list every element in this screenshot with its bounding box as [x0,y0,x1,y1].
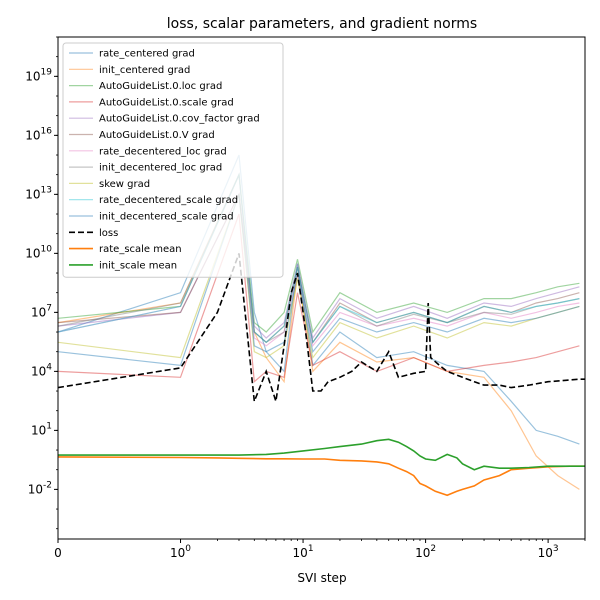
y-axis: 10-2 101 104 107 1010 1013 1016 1019 [25,36,58,530]
y-tick-label: 104 [31,362,52,378]
series-line-5 [58,192,580,344]
series-line-11 [58,253,585,402]
x-tick-label: 102 [415,544,436,560]
series-line-9 [58,172,580,344]
legend-entry: rate_centered grad [99,49,195,60]
series-line-7 [58,172,580,344]
y-tick-label: 107 [31,303,52,319]
y-tick-label: 1013 [25,185,52,201]
legend-entry: rate_scale mean [99,244,182,255]
series-line-12 [58,456,585,497]
legend-box [62,42,284,278]
x-tick-label: 0 [54,546,62,560]
y-tick-label: 1016 [25,126,52,142]
x-axis: 0 100 101 102 103 [54,539,586,560]
y-tick-label: 1019 [25,67,52,83]
legend-entry: init_scale mean [99,260,177,271]
y-tick-label: 1010 [25,244,52,260]
legend-entry: rate_decentered_loc grad [99,146,227,157]
legend-entry: init_decentered_scale grad [99,212,234,223]
x-axis-label: SVI step [297,571,346,585]
legend-entry: rate_decentered_scale grad [99,195,238,206]
x-tick-label: 103 [538,544,559,560]
legend: rate_centered grad init_centered grad Auto… [62,42,284,278]
x-tick-label: 100 [170,544,191,560]
series-line-4 [58,192,580,340]
series-line-3 [58,213,580,383]
legend-entry: init_centered grad [99,65,190,76]
legend-entry: AutoGuideList.0.scale grad [99,97,234,108]
legend-entry: AutoGuideList.0.loc grad [99,81,222,92]
y-tick-label: 10-2 [28,480,52,496]
series-line-13 [58,438,585,471]
legend-entry: AutoGuideList.0.cov_factor grad [99,114,260,125]
x-tick-label: 101 [293,544,314,560]
series-line-8 [58,194,580,360]
series-line-10 [58,194,580,367]
series-line-6 [58,172,580,348]
legend-entry: init_decentered_loc grad [99,163,222,174]
series-line-1 [58,172,580,490]
chart-title: loss, scalar parameters, and gradient no… [167,16,477,32]
legend-entry: loss [99,228,118,239]
plot-frame [57,36,586,540]
y-tick-label: 101 [31,421,52,437]
legend-entry: skew grad [99,179,150,190]
legend-entry: AutoGuideList.0.V grad [99,130,215,141]
